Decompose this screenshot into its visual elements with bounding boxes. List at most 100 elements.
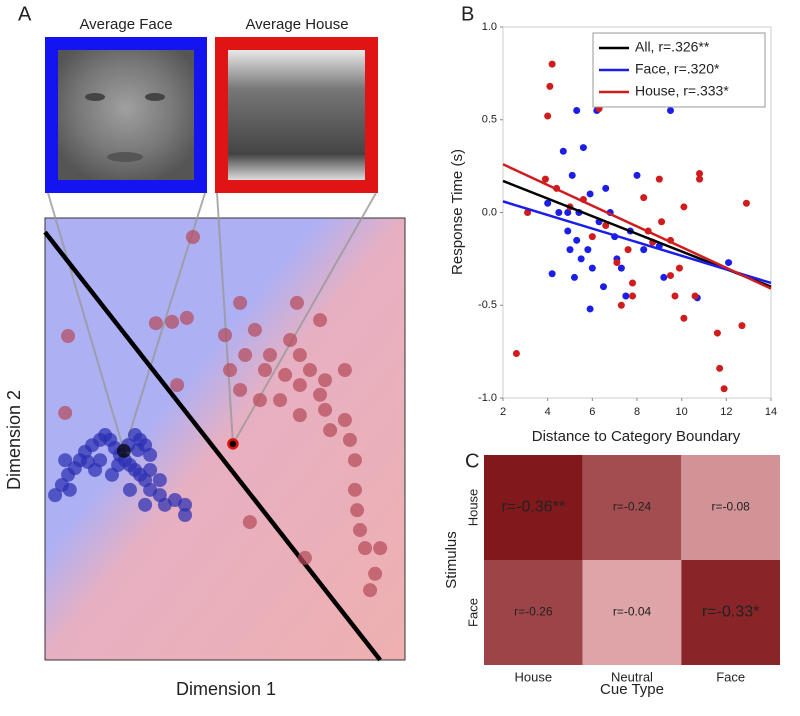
point xyxy=(238,348,253,363)
x-tick-label: Neutral xyxy=(611,669,653,684)
x-tick-label: 14 xyxy=(765,406,777,418)
point xyxy=(313,387,328,402)
heatmap-cell xyxy=(484,560,583,665)
point xyxy=(622,292,630,300)
point xyxy=(178,508,193,523)
point xyxy=(624,246,632,254)
point xyxy=(58,405,73,420)
point xyxy=(179,310,194,325)
point xyxy=(512,349,520,357)
point xyxy=(257,363,272,378)
point xyxy=(233,295,248,310)
point xyxy=(629,279,637,287)
point xyxy=(617,264,625,272)
heatmap-cell xyxy=(681,455,780,560)
point xyxy=(128,428,142,443)
panel-label: B xyxy=(461,3,474,25)
cell-label: r=-0.08 xyxy=(711,500,750,514)
legend-label: House, r=.333* xyxy=(635,83,729,99)
point xyxy=(738,322,746,330)
point xyxy=(252,393,267,408)
panel-label: C xyxy=(465,450,479,472)
point xyxy=(524,209,532,216)
point xyxy=(602,221,610,229)
point xyxy=(363,583,378,598)
heatmap-cell xyxy=(582,455,682,560)
cell-label: r=-0.26 xyxy=(514,605,553,619)
heatmap-cell xyxy=(681,560,780,665)
point xyxy=(373,541,388,556)
point xyxy=(297,550,312,565)
line xyxy=(502,200,772,285)
point xyxy=(104,467,119,482)
point xyxy=(713,329,721,337)
y-tick-label: House xyxy=(465,489,480,527)
point xyxy=(247,322,262,337)
legend-label: All, r=.326** xyxy=(635,39,710,55)
point xyxy=(667,272,674,280)
point xyxy=(233,382,248,397)
point xyxy=(318,373,333,388)
point xyxy=(559,147,567,155)
point xyxy=(696,175,704,183)
point xyxy=(720,385,728,393)
point xyxy=(544,199,552,207)
point xyxy=(170,378,185,393)
point xyxy=(544,112,552,120)
point xyxy=(586,305,594,313)
point xyxy=(313,313,328,328)
point xyxy=(655,175,663,183)
point xyxy=(218,328,232,343)
point xyxy=(337,363,352,378)
point xyxy=(660,273,668,281)
point xyxy=(223,363,238,378)
point xyxy=(143,447,158,462)
point xyxy=(178,497,193,512)
point xyxy=(579,144,587,152)
x-tick-label: 4 xyxy=(545,406,551,418)
point xyxy=(742,199,750,207)
point xyxy=(302,363,317,378)
point xyxy=(152,473,167,488)
point xyxy=(292,348,307,363)
point xyxy=(633,171,641,179)
point xyxy=(273,393,288,408)
point xyxy=(680,203,688,211)
y-tick-label: 0.0 xyxy=(482,206,497,218)
point xyxy=(555,209,563,216)
point xyxy=(667,106,674,114)
line xyxy=(502,163,772,290)
panel-label: A xyxy=(18,3,32,25)
x-tick-label: House xyxy=(515,669,553,684)
point xyxy=(62,482,77,497)
point xyxy=(588,264,596,272)
point xyxy=(629,292,637,300)
y-tick-label: 0.5 xyxy=(482,114,497,126)
point xyxy=(671,292,679,300)
point xyxy=(573,236,581,244)
point xyxy=(640,194,648,202)
point xyxy=(342,432,357,447)
point xyxy=(242,515,257,530)
image-title: Average House xyxy=(245,16,348,33)
point xyxy=(263,348,277,363)
face-eye xyxy=(85,93,105,101)
point xyxy=(292,408,307,423)
x-tick-label: 10 xyxy=(676,406,688,418)
point xyxy=(584,246,592,254)
point xyxy=(337,412,352,427)
point xyxy=(577,255,585,263)
point xyxy=(323,423,338,438)
point xyxy=(602,184,610,192)
point xyxy=(586,190,594,198)
x-tick-label: Face xyxy=(716,669,745,684)
cell-label: r=-0.33* xyxy=(702,604,759,621)
point xyxy=(61,329,76,344)
point xyxy=(570,273,578,281)
point xyxy=(318,402,333,417)
point xyxy=(541,175,549,183)
point xyxy=(227,438,239,450)
legend-label: Face, r=.320* xyxy=(635,61,720,77)
point xyxy=(368,566,383,581)
cell-label: r=-0.04 xyxy=(613,605,652,619)
